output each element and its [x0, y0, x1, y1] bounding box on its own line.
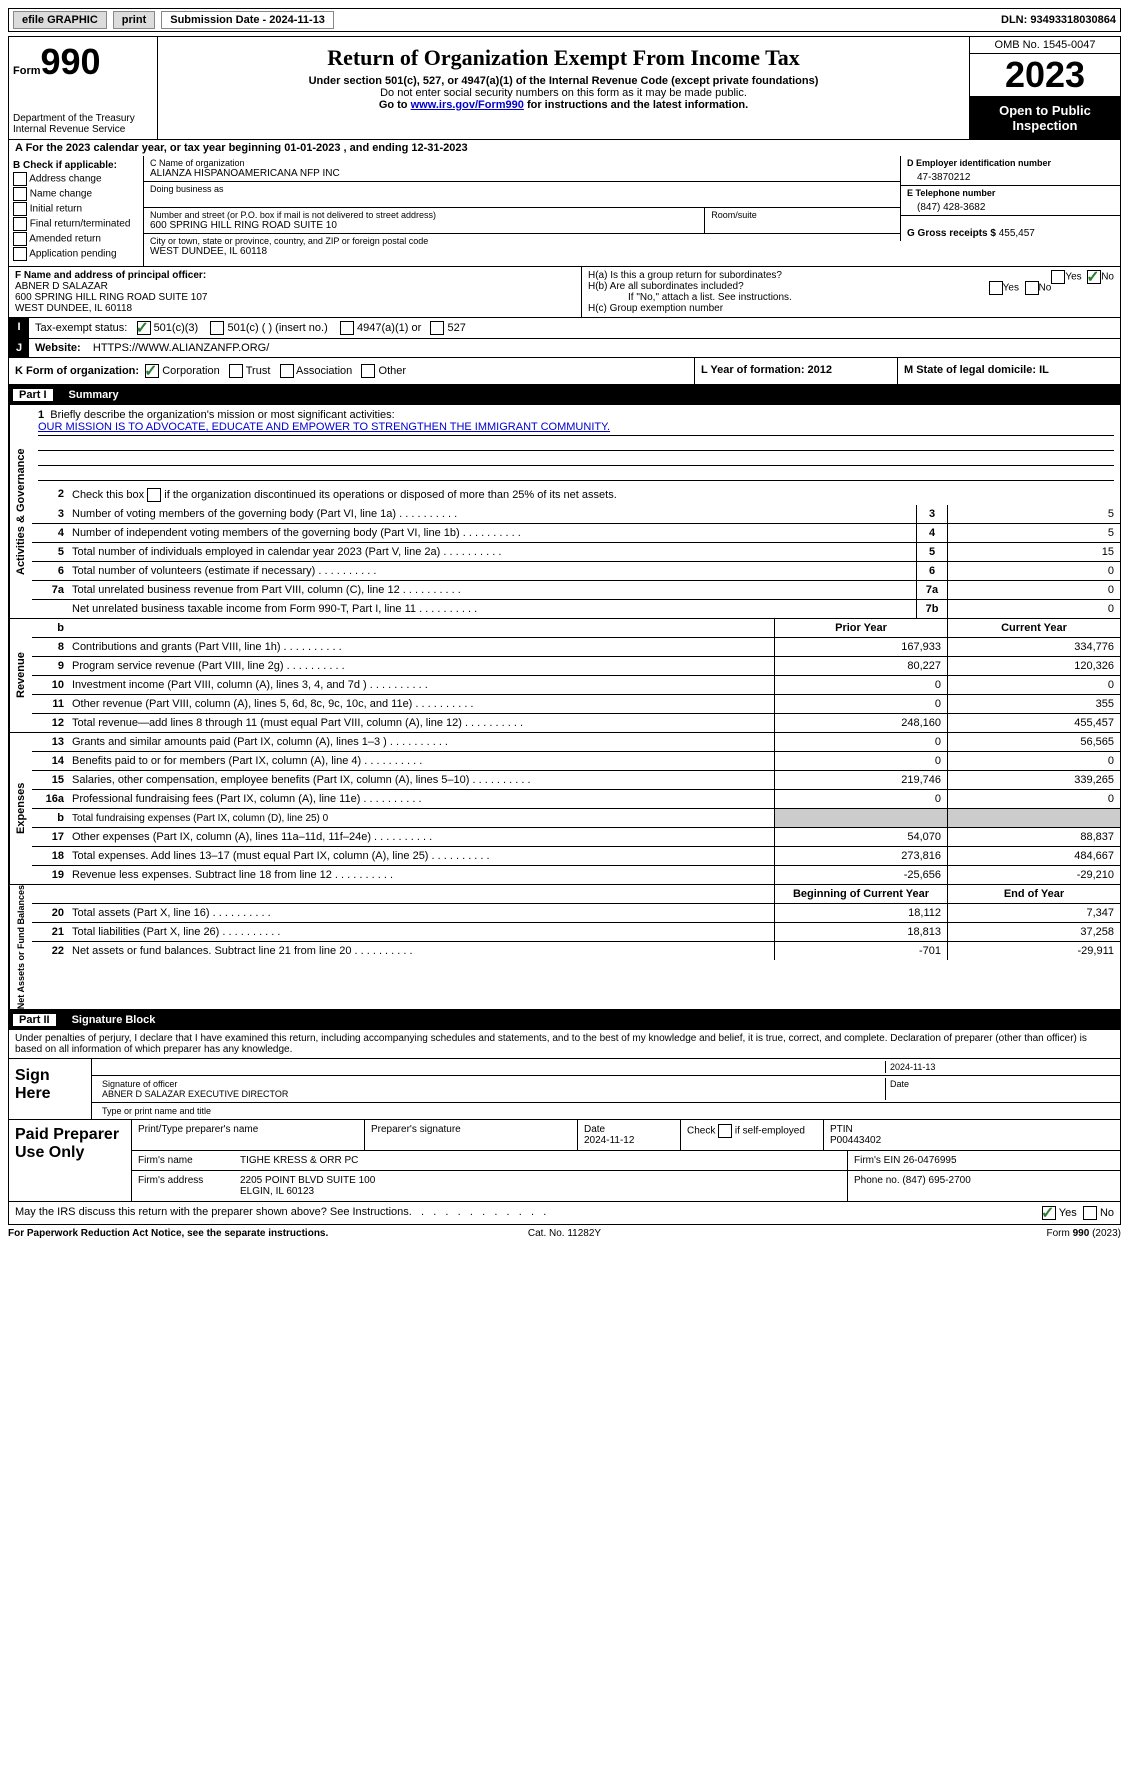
- gross-receipts: 455,457: [999, 228, 1035, 239]
- gov-row: Net unrelated business taxable income fr…: [32, 600, 1120, 618]
- officer-name: ABNER D SALAZAR EXECUTIVE DIRECTOR: [102, 1089, 288, 1099]
- discuss-line: May the IRS discuss this return with the…: [8, 1202, 1121, 1225]
- table-row: 16a Professional fundraising fees (Part …: [32, 790, 1120, 809]
- firm-name: TIGHE KRESS & ORR PC: [234, 1151, 847, 1170]
- omb-number: OMB No. 1545-0047: [970, 37, 1120, 54]
- paid-preparer: Paid Preparer Use Only Print/Type prepar…: [8, 1120, 1121, 1202]
- line-klm: K Form of organization: Corporation Trus…: [8, 358, 1121, 385]
- line-a: A For the 2023 calendar year, or tax yea…: [8, 140, 1121, 156]
- print-button[interactable]: print: [113, 11, 155, 29]
- firm-ein: 26-0476995: [903, 1155, 956, 1166]
- gov-row: 6 Total number of volunteers (estimate i…: [32, 562, 1120, 581]
- org-city: WEST DUNDEE, IL 60118: [150, 246, 894, 257]
- goto-note: Go to www.irs.gov/Form990 for instructio…: [166, 99, 961, 111]
- table-row: 17 Other expenses (Part IX, column (A), …: [32, 828, 1120, 847]
- gov-row: 7a Total unrelated business revenue from…: [32, 581, 1120, 600]
- box-c: C Name of organizationALIANZA HISPANOAME…: [144, 156, 900, 266]
- org-name: ALIANZA HISPANOAMERICANA NFP INC: [150, 168, 894, 179]
- submission-date: Submission Date - 2024-11-13: [161, 11, 334, 29]
- table-row: 21 Total liabilities (Part X, line 26) 1…: [32, 923, 1120, 942]
- table-row: 9 Program service revenue (Part VIII, li…: [32, 657, 1120, 676]
- mission-text: OUR MISSION IS TO ADVOCATE, EDUCATE AND …: [38, 421, 1114, 436]
- form-subtitle: Under section 501(c), 527, or 4947(a)(1)…: [166, 75, 961, 87]
- ssn-note: Do not enter social security numbers on …: [166, 87, 961, 99]
- part1-expenses: Expenses 13 Grants and similar amounts p…: [8, 733, 1121, 885]
- table-row: 13 Grants and similar amounts paid (Part…: [32, 733, 1120, 752]
- part2-declaration: Under penalties of perjury, I declare th…: [8, 1030, 1121, 1059]
- part1-netassets: Net Assets or Fund Balances Beginning of…: [8, 885, 1121, 1010]
- part2-header: Part II Signature Block: [8, 1010, 1121, 1030]
- part1-header: Part I Summary: [8, 385, 1121, 405]
- table-row: b Total fundraising expenses (Part IX, c…: [32, 809, 1120, 828]
- box-deg: D Employer identification number47-38702…: [900, 156, 1120, 266]
- box-b: B Check if applicable: Address change Na…: [9, 156, 144, 266]
- irs-link[interactable]: www.irs.gov/Form990: [411, 99, 524, 111]
- line-i: I Tax-exempt status: 501(c)(3) 501(c) ( …: [8, 318, 1121, 339]
- table-row: 8 Contributions and grants (Part VIII, l…: [32, 638, 1120, 657]
- gov-row: 4 Number of independent voting members o…: [32, 524, 1120, 543]
- line-j: J Website: HTTPS://WWW.ALIANZANFP.ORG/: [8, 339, 1121, 358]
- sign-here: Sign Here 2024-11-13 Signature of office…: [8, 1059, 1121, 1120]
- form-title: Return of Organization Exempt From Incom…: [166, 45, 961, 71]
- ein: 47-3870212: [907, 168, 1114, 183]
- identity-block: B Check if applicable: Address change Na…: [8, 156, 1121, 267]
- table-row: 20 Total assets (Part X, line 16) 18,112…: [32, 904, 1120, 923]
- ptin: P00443402: [830, 1135, 881, 1146]
- firm-phone: (847) 695-2700: [902, 1175, 970, 1186]
- gov-row: 3 Number of voting members of the govern…: [32, 505, 1120, 524]
- box-fh: F Name and address of principal officer:…: [8, 267, 1121, 318]
- dept-label: Department of the Treasury Internal Reve…: [13, 113, 153, 135]
- table-row: 19 Revenue less expenses. Subtract line …: [32, 866, 1120, 884]
- top-bar: efile GRAPHIC print Submission Date - 20…: [8, 8, 1121, 32]
- form-number: Form990: [13, 41, 153, 83]
- part1-revenue: Revenue bPrior YearCurrent Year 8 Contri…: [8, 619, 1121, 733]
- table-row: 11 Other revenue (Part VIII, column (A),…: [32, 695, 1120, 714]
- dln: DLN: 93493318030864: [1001, 14, 1116, 26]
- open-inspection: Open to Public Inspection: [970, 97, 1120, 139]
- efile-button[interactable]: efile GRAPHIC: [13, 11, 107, 29]
- website: HTTPS://WWW.ALIANZANFP.ORG/: [93, 342, 269, 354]
- table-row: 10 Investment income (Part VIII, column …: [32, 676, 1120, 695]
- tax-year: 2023: [970, 54, 1120, 97]
- phone: (847) 428-3682: [907, 198, 1114, 213]
- table-row: 14 Benefits paid to or for members (Part…: [32, 752, 1120, 771]
- part1-governance: Activities & Governance 1 Briefly descri…: [8, 405, 1121, 619]
- form-header: Form990 Department of the Treasury Inter…: [8, 36, 1121, 140]
- gov-row: 5 Total number of individuals employed i…: [32, 543, 1120, 562]
- table-row: 22 Net assets or fund balances. Subtract…: [32, 942, 1120, 960]
- org-address: 600 SPRING HILL RING ROAD SUITE 10: [150, 220, 698, 231]
- table-row: 12 Total revenue—add lines 8 through 11 …: [32, 714, 1120, 732]
- table-row: 18 Total expenses. Add lines 13–17 (must…: [32, 847, 1120, 866]
- page-footer: For Paperwork Reduction Act Notice, see …: [8, 1225, 1121, 1239]
- table-row: 15 Salaries, other compensation, employe…: [32, 771, 1120, 790]
